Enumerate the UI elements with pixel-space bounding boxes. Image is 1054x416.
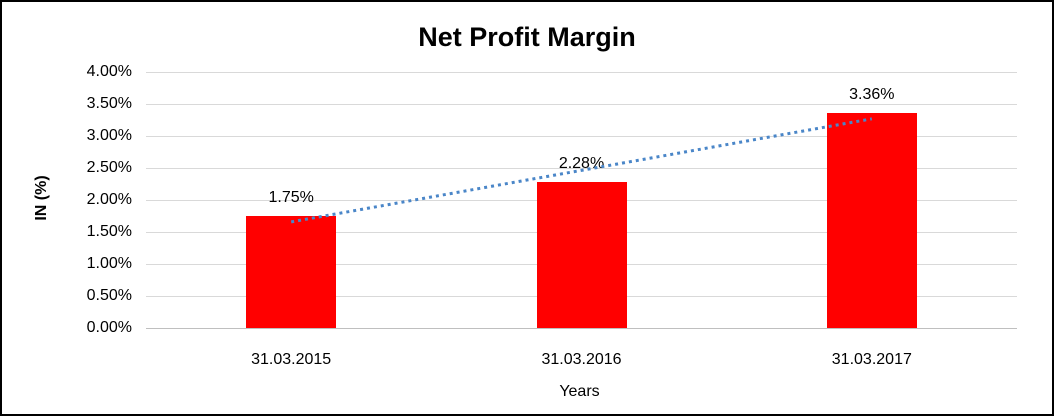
bar-value-label: 3.36% <box>849 85 895 103</box>
x-axis-tick-label: 31.03.2017 <box>831 351 912 368</box>
y-axis-tick-label: 1.00% <box>86 255 132 272</box>
bar-value-label: 2.28% <box>558 155 605 173</box>
gridline <box>146 72 1017 73</box>
y-axis-tick-label: 2.00% <box>86 191 132 208</box>
bar-value-label: 1.75% <box>268 189 314 206</box>
x-axis-tick-label: 31.03.2016 <box>541 351 622 368</box>
bar <box>246 216 337 328</box>
y-axis-title: IN (%) <box>33 175 50 221</box>
y-axis-tick-label: 3.50% <box>86 95 132 112</box>
y-axis-tick-label: 3.00% <box>86 127 132 144</box>
bar <box>536 182 627 328</box>
x-axis-title: Years <box>559 383 600 400</box>
y-axis-tick-label: 4.00% <box>86 63 132 80</box>
x-axis-tick-label: 31.03.2015 <box>251 351 332 368</box>
x-axis-line <box>146 328 1017 329</box>
y-axis-tick-label: 1.50% <box>86 223 132 240</box>
y-axis-tick-label: 2.50% <box>86 159 132 176</box>
bar <box>826 112 917 328</box>
y-axis-tick-label: 0.00% <box>86 319 132 336</box>
gridline <box>146 104 1017 105</box>
chart-title: Net Profit Margin <box>418 22 636 52</box>
y-axis-tick-label: 0.50% <box>86 287 132 304</box>
